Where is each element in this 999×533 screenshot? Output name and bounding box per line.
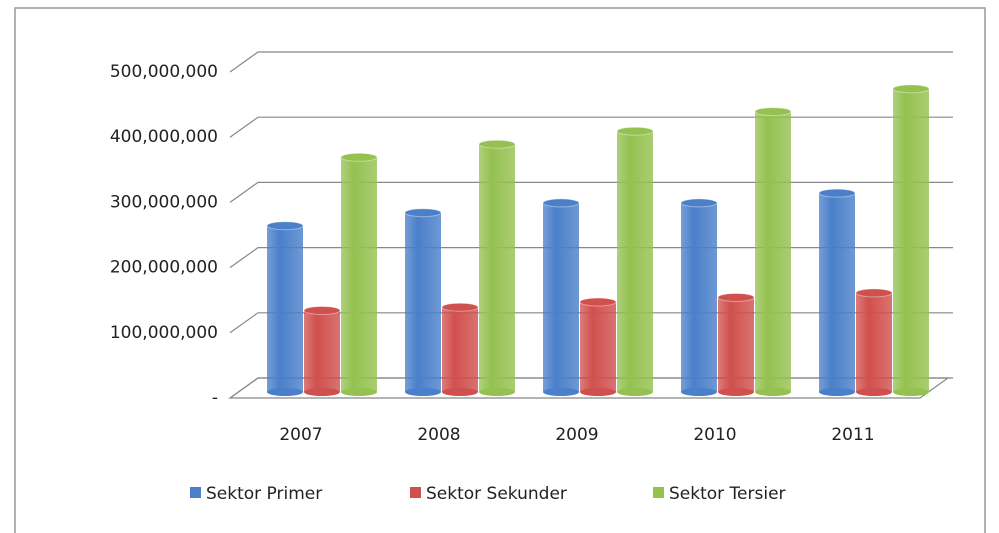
bar-base (341, 388, 377, 396)
legend-swatch (653, 487, 664, 498)
y-tick-label: - (212, 388, 218, 408)
bar (893, 88, 929, 392)
bar-top (754, 107, 792, 117)
bar-base (267, 388, 303, 396)
bar (681, 202, 717, 392)
bar (304, 310, 340, 392)
bar (543, 202, 579, 392)
bar (267, 225, 303, 392)
grid-line (229, 116, 953, 138)
bar-base (405, 388, 441, 396)
bar (479, 144, 515, 392)
bar-top (717, 292, 755, 302)
x-tick-label: 2007 (279, 425, 322, 445)
bar-base (580, 388, 616, 396)
bar (405, 212, 441, 392)
bar (617, 131, 653, 392)
y-tick-label: 500,000,000 (110, 62, 218, 82)
bar-base (442, 388, 478, 396)
bar-base (718, 388, 754, 396)
bar-base (819, 388, 855, 396)
bar-base (856, 388, 892, 396)
bar-base (617, 388, 653, 396)
x-tick-label: 2011 (831, 425, 874, 445)
x-tick-label: 2009 (555, 425, 598, 445)
bar-base (893, 388, 929, 396)
bar-top (340, 152, 378, 162)
bar-base (755, 388, 791, 396)
bar (856, 292, 892, 392)
bar (718, 297, 754, 392)
y-tick-label: 300,000,000 (110, 192, 218, 212)
x-tick-label: 2010 (693, 425, 736, 445)
x-tick-label: 2008 (417, 425, 460, 445)
bar (341, 157, 377, 392)
bar-top (441, 302, 479, 312)
bar-base (681, 388, 717, 396)
y-tick-label: 200,000,000 (110, 258, 218, 278)
bar-base (304, 388, 340, 396)
grid-line (229, 247, 953, 269)
legend-swatch (190, 487, 201, 498)
bar (755, 111, 791, 392)
y-tick-label: 100,000,000 (110, 323, 218, 343)
bar-top (266, 221, 304, 231)
grid-line (229, 51, 953, 73)
legend-label: Sektor Primer (206, 484, 322, 504)
legend-label: Sektor Sekunder (426, 484, 567, 504)
bar-top (892, 84, 930, 94)
bar-top (579, 297, 617, 307)
bar-top (542, 198, 580, 208)
bar-base (543, 388, 579, 396)
grid-line (229, 181, 953, 203)
bar-top (616, 126, 654, 136)
bar-top (818, 188, 856, 198)
bar-top (404, 208, 442, 218)
bar-top (680, 198, 718, 208)
bar (442, 307, 478, 392)
bar-top (478, 139, 516, 149)
bar (819, 193, 855, 392)
legend-label: Sektor Tersier (669, 484, 786, 504)
bar-top (303, 306, 341, 315)
bar-top (855, 288, 893, 298)
legend-swatch (410, 487, 421, 498)
bar-base (479, 388, 515, 396)
bar (580, 302, 616, 392)
y-tick-label: 400,000,000 (110, 127, 218, 147)
